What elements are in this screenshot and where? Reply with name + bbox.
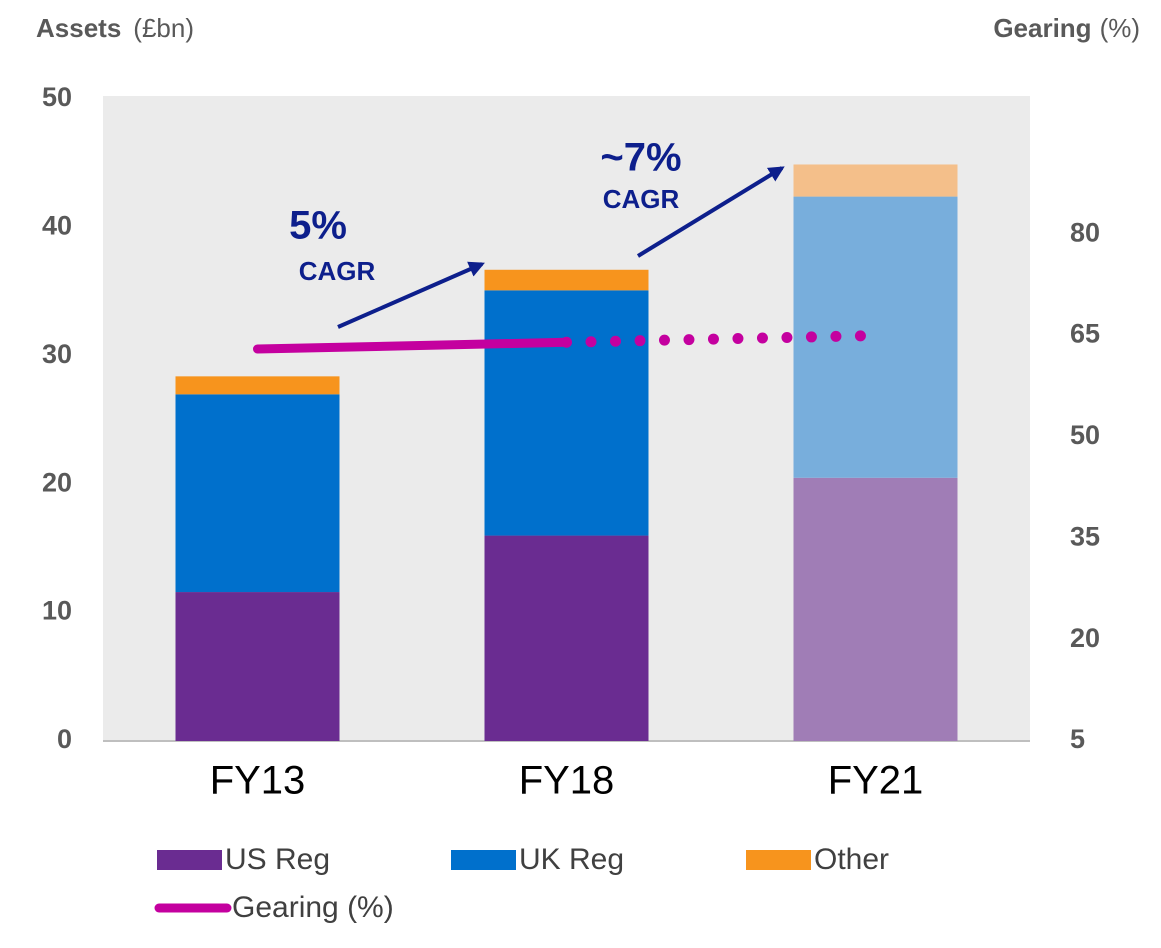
y-axis-title: Assets (£bn) (36, 13, 194, 43)
y-axis-label: Assets (36, 13, 121, 43)
legend-swatch (451, 850, 516, 870)
legend-label: Other (814, 843, 889, 876)
y2-axis-label: Gearing (993, 13, 1091, 43)
y-axis-unit: (£bn) (133, 13, 194, 43)
x-tick-label: FY21 (828, 759, 924, 803)
arrow (636, 166, 785, 258)
y-tick-label: 50 (42, 82, 72, 112)
legend-label: UK Reg (519, 843, 624, 876)
y2-axis-unit: (%) (1100, 13, 1140, 43)
arrow (337, 261, 485, 329)
y2-tick-label: 5 (1070, 724, 1085, 754)
y-tick-label: 10 (42, 596, 72, 626)
y-tick-label: 0 (57, 724, 72, 754)
annotation: 5% (289, 204, 347, 248)
x-tick-label: FY18 (519, 759, 615, 803)
line (253, 337, 571, 354)
bar-segment (484, 535, 649, 741)
legend-label: Gearing (%) (232, 891, 394, 924)
bar-segment (793, 164, 958, 197)
y2-tick-label: 20 (1070, 623, 1100, 653)
y-tick-label: 20 (42, 467, 72, 497)
y-tick-label: 40 (42, 211, 72, 241)
y-tick-label: 30 (42, 339, 72, 369)
bar-segment (793, 196, 958, 478)
annotation: CAGR (299, 256, 376, 286)
bars (175, 164, 958, 741)
y2-axis-title: Gearing (%) (993, 13, 1140, 43)
bar-segment (793, 477, 958, 741)
bar-segment (175, 592, 340, 741)
bar-segment (175, 376, 340, 395)
annotation: ~7% (600, 136, 681, 180)
bar-segment (484, 269, 649, 291)
legend-swatch (157, 850, 222, 870)
annotation: CAGR (603, 184, 680, 214)
y2-tick-label: 65 (1070, 319, 1100, 349)
bar-segment (484, 290, 649, 536)
y2-tick-label: 35 (1070, 521, 1100, 551)
y2-tick-label: 80 (1070, 217, 1100, 247)
y2-tick-label: 50 (1070, 420, 1100, 450)
line-dotted (561, 330, 881, 348)
bar-segment (175, 394, 340, 593)
legend-label: US Reg (225, 843, 330, 876)
legend-swatch (746, 850, 811, 870)
x-tick-label: FY13 (210, 759, 306, 803)
